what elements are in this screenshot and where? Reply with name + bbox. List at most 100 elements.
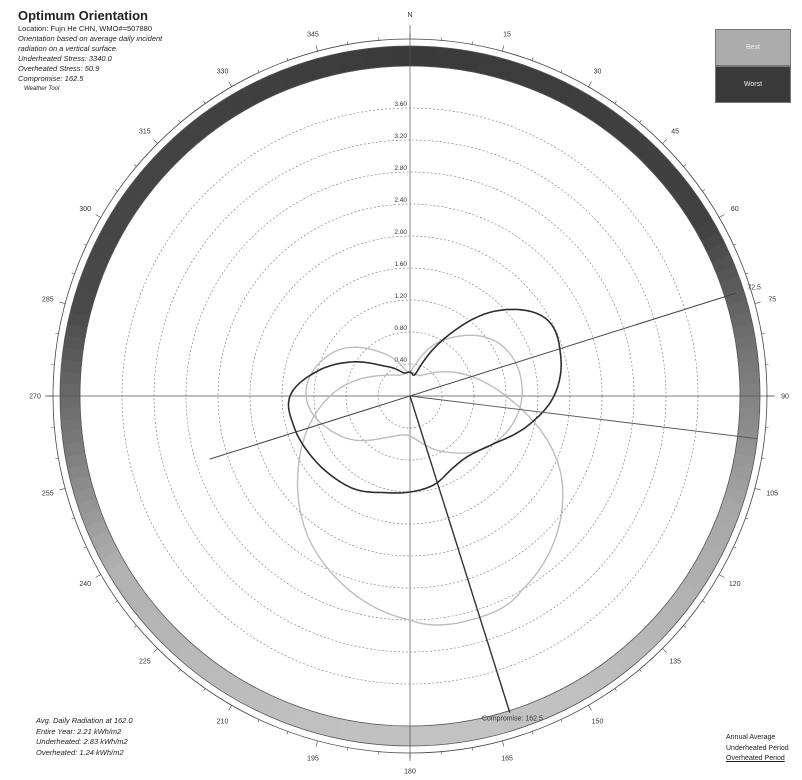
ring-segment bbox=[289, 705, 309, 729]
angle-tick bbox=[347, 41, 349, 45]
ring-segment bbox=[134, 170, 158, 193]
ring-segment bbox=[277, 701, 298, 725]
ring-segment bbox=[734, 335, 757, 352]
ring-segment bbox=[77, 275, 101, 295]
period-underheated: Underheated Period bbox=[726, 744, 789, 752]
angle-tick bbox=[114, 600, 118, 603]
ring-segment bbox=[431, 724, 447, 746]
ring-segment bbox=[337, 51, 354, 74]
radial-grid: 0.40 0.80 1.20 1.60 2.00 2.40 2.80 3.20 3.60 bbox=[45, 25, 775, 761]
angle-label: 90 bbox=[781, 394, 789, 401]
ring-segment bbox=[203, 662, 226, 687]
ring-segment bbox=[454, 720, 471, 743]
ring-segment bbox=[676, 580, 701, 603]
ring-segment bbox=[421, 46, 436, 67]
ring-segment bbox=[543, 692, 564, 717]
period-annual: Annual Average bbox=[726, 734, 776, 741]
weather-tool-label: Weather Tool bbox=[24, 86, 60, 92]
ring-segment bbox=[695, 550, 720, 573]
north-label: N bbox=[407, 12, 412, 19]
ring-segment bbox=[267, 71, 288, 95]
underheated-stress: Underheated Stress: 3340.0 bbox=[18, 54, 112, 63]
best-worst-legend: Best Worst bbox=[715, 29, 791, 103]
legend-best: Best bbox=[715, 29, 791, 66]
ring-segment bbox=[149, 151, 174, 176]
angle-tick bbox=[639, 120, 642, 123]
angle-label: 45 bbox=[671, 128, 679, 135]
ring-segment bbox=[736, 347, 759, 363]
angle-label: 120 bbox=[729, 581, 741, 588]
angle-tick bbox=[315, 45, 318, 52]
orientation-markers: Compromise: 162.5 72.5 bbox=[209, 285, 761, 723]
ring-segment bbox=[60, 358, 82, 373]
ring-segment bbox=[149, 615, 173, 640]
ring-segment bbox=[621, 641, 645, 665]
angle-tick bbox=[153, 139, 158, 144]
angle-tick bbox=[203, 100, 206, 104]
chart-header: Optimum Orientation Location: Fujn He CH… bbox=[18, 8, 162, 94]
angle-tick bbox=[733, 243, 737, 246]
ring-segment bbox=[433, 46, 448, 68]
angle-tick bbox=[178, 669, 181, 672]
ring-segment bbox=[455, 49, 472, 72]
angle-ticks: 15 30 45 60 75 90 105 120 135 150 165 180 195 210 225 2… bbox=[29, 12, 789, 776]
ring-segment bbox=[594, 105, 617, 130]
ring-segment bbox=[669, 589, 694, 613]
angle-tick bbox=[531, 57, 534, 61]
series-annual-average bbox=[287, 308, 563, 494]
angle-tick bbox=[55, 457, 59, 459]
ring-segment bbox=[184, 648, 207, 672]
ring-segment bbox=[349, 49, 366, 72]
ring-segment bbox=[373, 46, 389, 68]
angle-tick bbox=[502, 45, 505, 52]
angle-tick bbox=[228, 705, 232, 711]
ring-segment bbox=[715, 508, 739, 529]
ring-segment bbox=[700, 540, 725, 562]
ring-segment bbox=[89, 529, 114, 550]
ring-segment bbox=[119, 189, 144, 212]
period-legend: Annual Average Underheated Period Overhe… bbox=[726, 733, 802, 765]
ring-segment bbox=[194, 112, 217, 136]
angle-label: 135 bbox=[669, 659, 681, 666]
radial-tick-label: 1.60 bbox=[394, 261, 407, 268]
ring-segment bbox=[564, 86, 587, 111]
compromise-label: Compromise: 162.5 bbox=[482, 716, 543, 723]
angle-label: 30 bbox=[594, 69, 602, 76]
ring-segment bbox=[63, 440, 86, 457]
ring-segment bbox=[60, 406, 81, 421]
ring-segment bbox=[235, 86, 257, 111]
underheated-value: Underheated: 2.83 kWh/m2 bbox=[36, 737, 128, 746]
angle-tick bbox=[588, 81, 592, 87]
angle-tick bbox=[761, 457, 765, 459]
ring-segment bbox=[583, 669, 606, 694]
radial-tick-label: 1.20 bbox=[394, 293, 407, 300]
angle-tick bbox=[683, 625, 686, 628]
ring-segment bbox=[244, 686, 266, 711]
ring-segment bbox=[695, 221, 720, 243]
ring-segment bbox=[408, 725, 423, 746]
angle-tick bbox=[71, 517, 75, 520]
ring-segment bbox=[214, 98, 237, 123]
angle-tick bbox=[83, 243, 87, 246]
angle-label: 180 bbox=[404, 769, 416, 776]
ring-segment bbox=[165, 632, 190, 657]
angle-tick bbox=[745, 517, 749, 520]
ring-segment bbox=[60, 370, 81, 385]
ring-segment bbox=[603, 112, 627, 137]
radial-tick-label: 0.80 bbox=[394, 325, 407, 332]
best-orientation-line bbox=[209, 292, 737, 460]
ring-segment bbox=[647, 152, 671, 177]
ring-segment bbox=[95, 230, 120, 252]
overheated-value: Overheated: 1.24 kWh/m2 bbox=[36, 747, 124, 757]
description-line-2: radiation on a vertical surface. bbox=[18, 44, 119, 53]
ring-segment bbox=[325, 53, 343, 76]
ring-segment bbox=[544, 76, 565, 100]
angle-tick bbox=[588, 705, 592, 711]
stress-ring bbox=[52, 38, 768, 754]
angle-tick bbox=[286, 731, 289, 735]
chart-title: Optimum Orientation bbox=[18, 8, 148, 23]
angle-label: 240 bbox=[79, 581, 91, 588]
series-underheated-period bbox=[296, 370, 564, 626]
ring-segment bbox=[739, 371, 760, 386]
ring-segment bbox=[593, 662, 616, 687]
